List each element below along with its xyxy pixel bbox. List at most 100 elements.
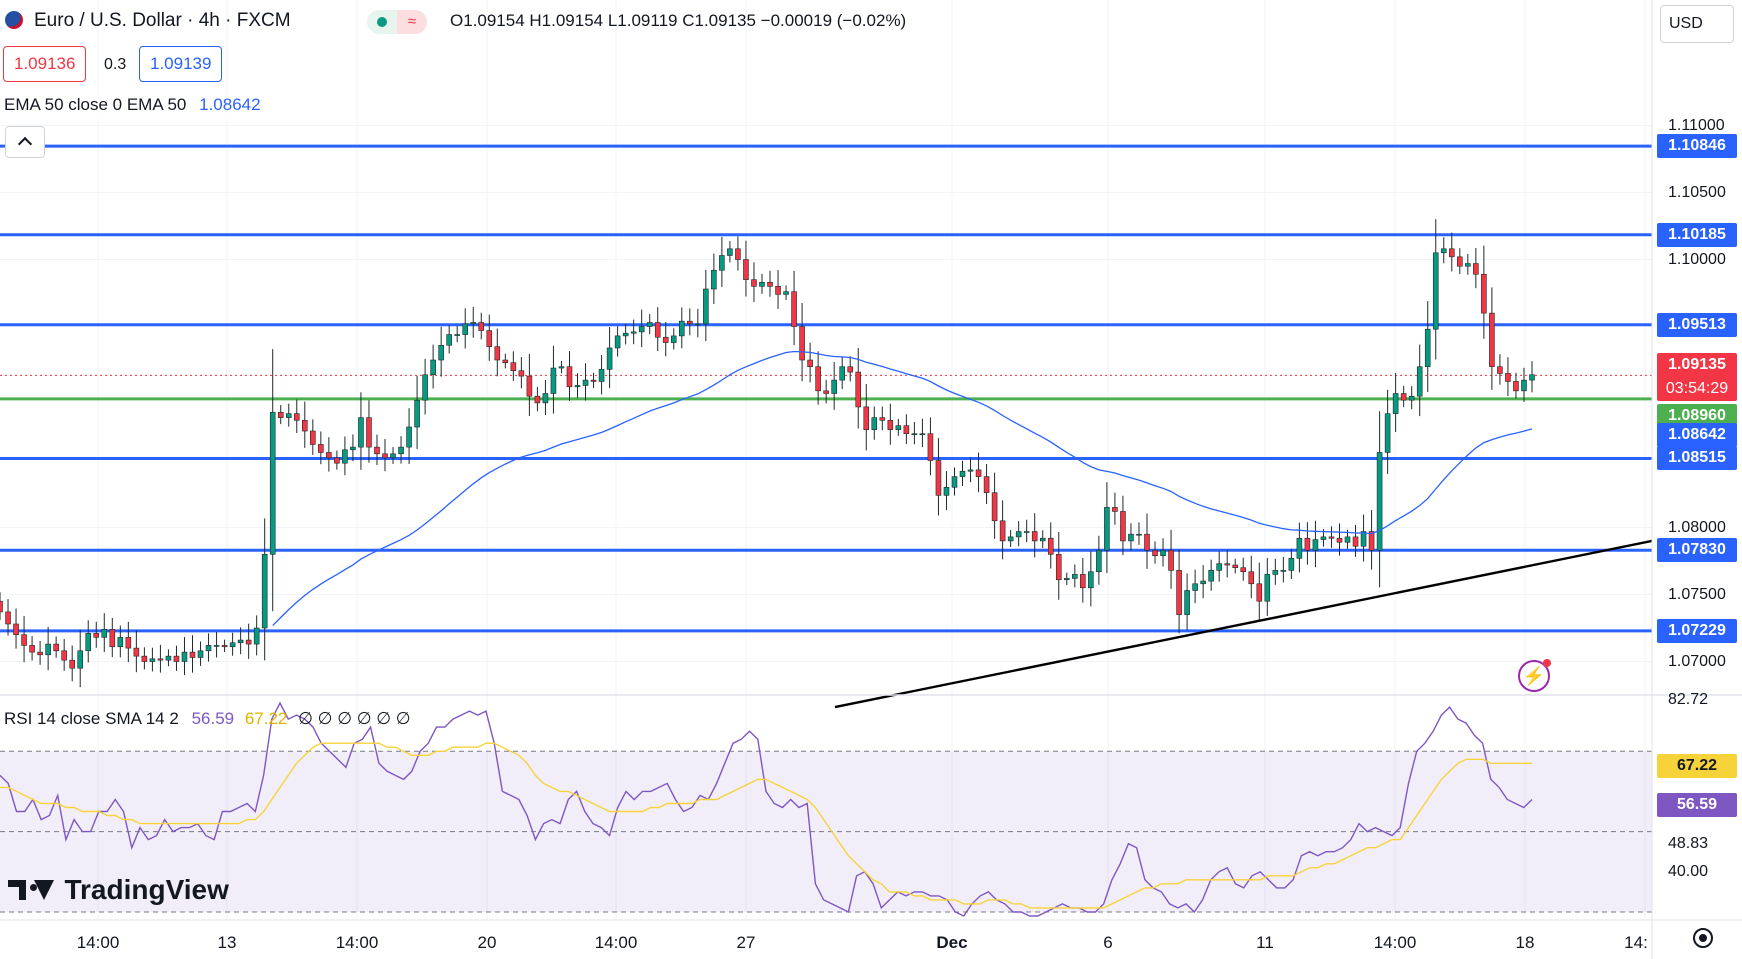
candle-body — [1063, 578, 1070, 581]
price-axis-tick: 1.11000 — [1668, 116, 1725, 134]
candle-body — [943, 487, 950, 496]
candle-body — [903, 425, 910, 435]
settings-gear-icon[interactable] — [1693, 928, 1713, 948]
rsi-lines — [0, 701, 1652, 917]
candle-body — [478, 322, 485, 331]
candle-body — [791, 291, 797, 327]
candle-body — [879, 417, 886, 421]
collapse-legend-button[interactable] — [5, 126, 45, 158]
price-axis-tick: 1.10500 — [1668, 183, 1726, 201]
candle-body — [646, 322, 653, 327]
time-axis-tick: 14: — [1624, 933, 1648, 952]
candle-body — [1473, 263, 1479, 275]
candle-body — [807, 359, 813, 368]
candle-body — [1256, 583, 1263, 602]
candle-body — [422, 374, 428, 401]
candle-body — [983, 476, 990, 493]
candle-body — [935, 460, 942, 496]
candle-body — [245, 639, 252, 645]
candle-body — [125, 637, 132, 649]
currency-label: USD — [1669, 15, 1703, 32]
candle-body — [197, 650, 204, 658]
candle-body — [1192, 583, 1198, 591]
candle-body — [534, 395, 541, 404]
candle-body — [1352, 536, 1359, 547]
candle-body — [1128, 533, 1134, 542]
buy-price-box[interactable]: 1.09139 — [139, 46, 223, 82]
candle-body — [390, 453, 396, 459]
candle-body — [1023, 531, 1030, 533]
candle-body — [526, 375, 533, 397]
candle-body — [1047, 537, 1054, 555]
candle-body — [678, 320, 685, 337]
spread-value: 0.3 — [104, 56, 127, 73]
candle-body — [711, 269, 717, 290]
candle-body — [45, 643, 51, 656]
level-price-tag: 1.08515 — [1657, 446, 1737, 471]
symbol-title[interactable]: Euro / U.S. Dollar · 4h · FXCM — [34, 10, 291, 31]
ema-legend-value: 1.08642 — [199, 95, 261, 114]
candle-body — [1481, 273, 1487, 314]
candle-body — [1007, 536, 1014, 542]
candle-body — [1280, 570, 1287, 572]
tradingview-logo[interactable]: TradingView — [8, 874, 229, 908]
rsi-sma-line — [0, 742, 1532, 909]
candle-body — [727, 248, 733, 256]
candle-body — [1529, 374, 1535, 381]
candle-body — [839, 366, 845, 381]
rsi-legend-placeholders: ∅ ∅ ∅ ∅ ∅ ∅ — [298, 709, 411, 728]
candle-body — [1200, 580, 1206, 585]
candle-body — [5, 611, 11, 625]
candle-body — [1336, 537, 1343, 543]
candle-body — [759, 281, 765, 287]
market-open-dot-icon — [377, 17, 387, 27]
candle-body — [1432, 252, 1439, 330]
trendline[interactable] — [834, 539, 1653, 709]
time-axis-tick: 27 — [736, 933, 756, 952]
candle-body — [1176, 570, 1182, 615]
candle-body — [438, 344, 444, 361]
currency-selector[interactable]: USD — [1660, 5, 1734, 43]
candle-body — [318, 444, 324, 453]
candle-body — [93, 633, 100, 638]
price-axis-tick: 1.10000 — [1668, 250, 1726, 268]
level-price-tag: 1.07830 — [1657, 538, 1737, 563]
candle-body — [53, 643, 59, 652]
candle-body — [221, 645, 228, 648]
alert-lightning-icon[interactable]: ⚡ — [1518, 659, 1551, 692]
market-status-badge[interactable]: ≈ — [367, 10, 427, 34]
horizontal-levels — [0, 144, 1652, 633]
symbol-flag-icon — [5, 11, 23, 29]
candle-body — [951, 476, 958, 488]
candle-body — [0, 600, 3, 613]
time-axis-tick: 14:00 — [335, 933, 379, 952]
candle-body — [863, 406, 870, 430]
ema-legend[interactable]: EMA 50 close 0 EMA 50 1.08642 — [0, 95, 269, 119]
candle-body — [149, 658, 156, 662]
candle-body — [783, 291, 789, 295]
candle-body — [502, 359, 509, 363]
candle-body — [743, 259, 749, 280]
candle-body — [430, 359, 436, 376]
candle-body — [342, 449, 348, 464]
candle-body — [1392, 393, 1399, 414]
candle-body — [823, 390, 829, 394]
rsi-legend[interactable]: RSI 14 close SMA 14 2 56.59 67.22 ∅ ∅ ∅ … — [0, 709, 411, 729]
time-axis-tick: 14:00 — [594, 933, 638, 952]
candle-body — [165, 655, 172, 661]
candle-body — [855, 371, 862, 408]
ohlc-readout: O1.09154 H1.09154 L1.09119 C1.09135 −0.0… — [450, 11, 907, 30]
candle-body — [494, 346, 501, 361]
candle-body — [1465, 263, 1471, 267]
sell-price-box[interactable]: 1.09136 — [3, 46, 87, 82]
candle-body — [967, 469, 974, 472]
candle-body — [366, 417, 372, 448]
tradingview-logo-text: TradingView — [64, 874, 229, 905]
candle-body — [277, 411, 284, 418]
candle-body — [1440, 248, 1447, 254]
candle-body — [334, 457, 340, 464]
candles — [0, 219, 1535, 688]
grid — [0, 0, 1652, 920]
candle-body — [181, 651, 188, 662]
